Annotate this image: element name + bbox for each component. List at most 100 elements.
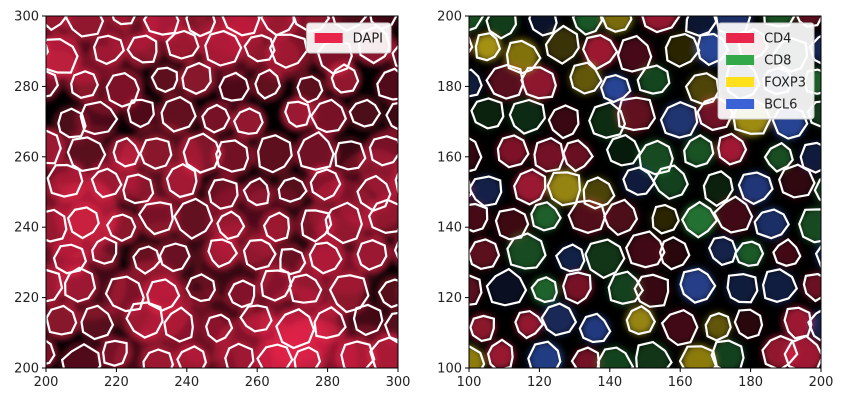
cell-outline xyxy=(839,343,844,376)
cell-outline xyxy=(46,163,84,198)
cell-outline xyxy=(622,166,656,196)
cell-outline xyxy=(383,311,398,344)
cell-outline xyxy=(105,213,137,243)
cell-outline xyxy=(90,167,123,199)
cell-outline xyxy=(836,270,844,299)
cell-outline xyxy=(778,163,816,199)
legend-swatch xyxy=(726,77,755,87)
cell-outline xyxy=(562,139,594,173)
cell-outline xyxy=(433,0,460,1)
cell-outline xyxy=(527,340,562,368)
y-tick-label: 260 xyxy=(14,150,39,165)
cell-outline xyxy=(761,334,799,368)
cell-outline xyxy=(678,345,718,368)
cell-outline xyxy=(437,38,462,66)
cell-outline xyxy=(393,239,398,261)
cell-outline xyxy=(275,308,316,350)
cell-outline xyxy=(485,267,528,307)
legend-swatch xyxy=(314,33,343,43)
x-tick-label: 200 xyxy=(34,375,59,390)
cell-outline xyxy=(80,304,115,341)
cell-outline xyxy=(616,34,653,73)
cell-outline xyxy=(712,195,754,234)
legend: DAPI xyxy=(306,22,392,54)
cell-outline xyxy=(469,314,496,343)
cell-outline xyxy=(433,171,463,200)
cell-outline xyxy=(799,141,821,174)
cell-outline xyxy=(385,101,398,131)
cell-outline xyxy=(469,35,474,54)
y-tick-label: 220 xyxy=(14,291,39,306)
cell-outline xyxy=(641,16,681,34)
cell-outline xyxy=(348,98,382,128)
cell-outline xyxy=(679,267,717,304)
cell-outline xyxy=(469,274,483,306)
cell-outline xyxy=(313,306,347,340)
cell-outline xyxy=(485,63,525,100)
cell-outline xyxy=(584,238,626,280)
cell-outline xyxy=(726,272,759,304)
cell-outline xyxy=(544,24,580,65)
cell-outline xyxy=(66,136,107,173)
x-tick-label: 140 xyxy=(597,375,622,390)
marker-panel: 100 120 140 160 180 200 100 120 140 160 180 200 CD4… xyxy=(437,0,844,391)
y-tick-label: 200 xyxy=(14,362,39,377)
legend-label: FOXP3 xyxy=(764,76,806,91)
cell-outline xyxy=(224,342,255,368)
cell-outline xyxy=(185,16,217,38)
cell-outline xyxy=(587,0,627,5)
cell-outline xyxy=(232,107,264,135)
cell-outline xyxy=(685,16,718,37)
cell-outline xyxy=(517,0,547,3)
cell-outline xyxy=(173,197,214,240)
cell-outline-layer xyxy=(46,0,463,368)
y-tick-label: 100 xyxy=(437,362,462,377)
cell-outline xyxy=(401,270,439,308)
cell-outline xyxy=(469,238,501,271)
cell-outline xyxy=(533,136,565,173)
cell-outline xyxy=(596,346,635,368)
cell-outline xyxy=(160,95,197,133)
cell-outline xyxy=(469,177,473,199)
legend-swatch xyxy=(726,99,755,109)
cell-outline xyxy=(508,98,547,135)
cell-outline xyxy=(814,244,821,269)
cell-outline xyxy=(243,34,276,63)
cell-outline xyxy=(279,247,307,276)
x-tick-label: 260 xyxy=(245,375,270,390)
cell-outline xyxy=(254,68,282,100)
cell-outline xyxy=(588,101,627,139)
y-tick-label: 200 xyxy=(437,10,462,25)
cell-outline xyxy=(256,343,294,368)
cell-outline xyxy=(165,162,198,199)
cell-outline xyxy=(70,70,100,99)
cell-outline xyxy=(530,276,558,304)
cell-outline xyxy=(562,271,592,305)
y-tick-label: 280 xyxy=(14,80,39,95)
cell-outline xyxy=(132,245,162,275)
cell-outline xyxy=(528,16,558,37)
cell-outline xyxy=(737,171,774,206)
cell-outline xyxy=(181,61,212,96)
y-tick-label: 240 xyxy=(14,221,39,236)
plot-frame xyxy=(45,15,399,369)
y-tick-label: 160 xyxy=(437,150,462,165)
cell-outline xyxy=(376,67,398,101)
cell-outline xyxy=(683,134,715,168)
x-tick-label: 100 xyxy=(457,375,482,390)
cell-outline xyxy=(165,29,200,60)
cell-outline xyxy=(221,16,261,37)
cell-outline xyxy=(340,340,376,368)
plot-frame xyxy=(468,15,822,369)
cell-outline xyxy=(603,198,639,237)
cell-outline xyxy=(546,171,582,207)
cell-outline xyxy=(207,178,239,210)
cell-outline xyxy=(227,279,256,309)
cell-outline xyxy=(552,0,577,2)
cell-outline xyxy=(658,235,691,271)
cell-outline xyxy=(811,0,844,5)
cell-outline xyxy=(571,16,604,36)
cell-outline xyxy=(702,170,734,208)
x-tick-label: 220 xyxy=(104,375,129,390)
